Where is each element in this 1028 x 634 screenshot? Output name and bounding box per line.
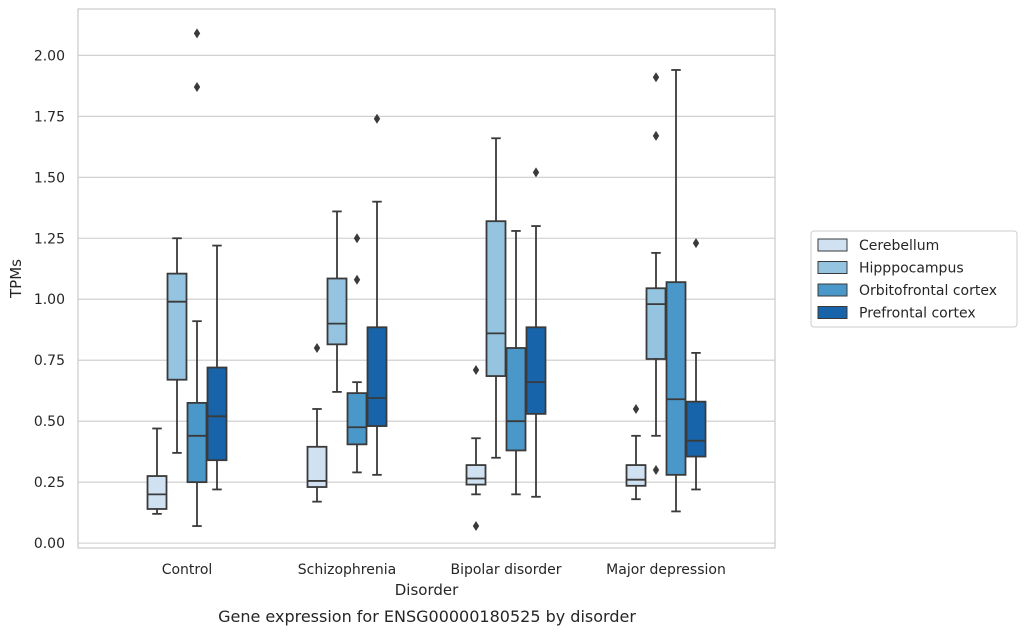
y-tick-label: 0.25	[34, 475, 65, 491]
y-tick-label: 0.50	[34, 414, 65, 430]
outlier-point	[193, 82, 201, 93]
box-plots	[146, 28, 707, 532]
x-axis-title: Disorder	[395, 581, 459, 599]
outlier-point	[632, 403, 640, 414]
box-iqr	[625, 464, 647, 487]
box-cerebellum	[625, 403, 647, 501]
box-iqr	[306, 445, 328, 488]
box-iqr	[685, 400, 707, 458]
legend-swatch	[817, 261, 848, 274]
figure-caption: Gene expression for ENSG00000180525 by d…	[218, 607, 636, 626]
y-tick-label: 1.00	[34, 292, 65, 308]
box-iqr	[146, 475, 168, 510]
y-tick-label: 0.00	[34, 536, 65, 552]
outlier-point	[313, 343, 321, 354]
box-iqr	[366, 326, 388, 427]
box-hipppocampus	[326, 210, 348, 393]
box-iqr	[485, 220, 507, 377]
legend-label: Orbitofrontal cortex	[859, 283, 997, 299]
y-tick-label: 1.50	[34, 170, 65, 186]
legend-label: Prefrontal cortex	[859, 306, 976, 322]
box-prefrontal-cortex	[685, 238, 707, 491]
outlier-point	[193, 28, 201, 39]
box-iqr	[465, 464, 487, 486]
box-iqr	[346, 392, 368, 446]
outlier-point	[692, 238, 700, 249]
legend-swatch	[817, 283, 848, 297]
legend-label: Hipppocampus	[859, 261, 964, 277]
legend-swatch	[817, 306, 848, 319]
y-tick-label: 1.75	[34, 109, 65, 125]
y-tick-label: 1.25	[34, 231, 65, 247]
box-prefrontal-cortex	[525, 167, 547, 498]
x-tick-label: Bipolar disorder	[450, 562, 561, 578]
box-orbitofrontal-cortex	[346, 233, 368, 474]
legend-items: Cerebellum Hipppocampus Orbitofrontal cort…	[817, 238, 997, 322]
box-hipppocampus	[645, 72, 667, 475]
outlier-point	[532, 167, 540, 178]
box-iqr	[505, 347, 527, 452]
box-iqr	[645, 287, 667, 360]
box-iqr	[525, 326, 547, 415]
outlier-point	[472, 521, 480, 532]
box-orbitofrontal-cortex	[186, 28, 208, 527]
box-iqr	[665, 281, 687, 476]
y-tick-labels: 0.00 0.25 0.50 0.75 1.00 1.25 1.50 1.75 2.00	[34, 48, 65, 552]
y-tick-label: 2.00	[34, 48, 65, 64]
outlier-point	[373, 113, 381, 124]
legend: Cerebellum Hipppocampus Orbitofrontal cort…	[810, 230, 1018, 328]
x-tick-labels: Control Schizophrenia Bipolar disorder Majo…	[162, 562, 726, 578]
outlier-point	[353, 274, 361, 285]
box-iqr	[166, 272, 188, 381]
box-hipppocampus	[485, 137, 507, 459]
legend-swatch	[817, 238, 848, 252]
box-iqr	[206, 366, 228, 462]
plot-area-frame	[77, 8, 776, 549]
box-cerebellum	[306, 343, 328, 503]
outlier-point	[652, 72, 660, 83]
outlier-point	[472, 364, 480, 375]
outlier-point	[353, 233, 361, 244]
box-orbitofrontal-cortex	[665, 69, 687, 513]
legend-frame	[810, 230, 1018, 328]
box-iqr	[326, 277, 348, 346]
legend-label: Cerebellum	[859, 238, 939, 254]
x-tick-label: Major depression	[606, 562, 726, 578]
box-orbitofrontal-cortex	[505, 230, 527, 496]
outlier-point	[652, 464, 660, 475]
y-tick-label: 0.75	[34, 353, 65, 369]
outlier-point	[652, 130, 660, 141]
box-prefrontal-cortex	[366, 113, 388, 476]
y-axis-title: TPMs	[7, 259, 25, 299]
box-prefrontal-cortex	[206, 244, 228, 491]
box-cerebellum	[465, 364, 487, 532]
box-hipppocampus	[166, 237, 188, 454]
box-iqr	[186, 401, 208, 484]
x-tick-label: Schizophrenia	[298, 562, 396, 578]
box-cerebellum	[146, 427, 168, 515]
x-tick-label: Control	[162, 562, 213, 578]
